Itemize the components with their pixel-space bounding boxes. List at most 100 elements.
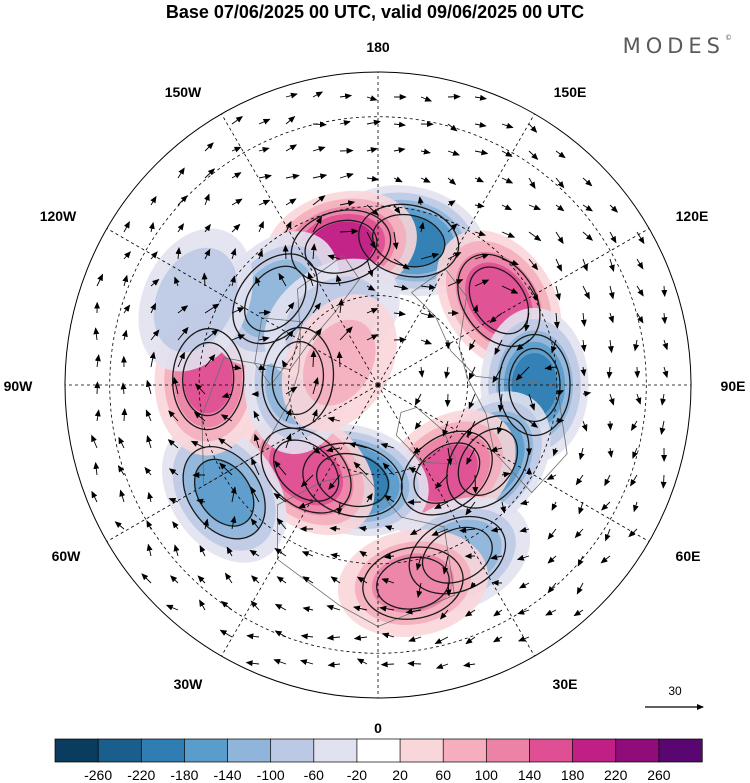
wind-vector — [94, 381, 101, 395]
wind-vector — [393, 121, 406, 128]
wind-vector — [635, 393, 642, 405]
anomaly-contour — [304, 219, 378, 274]
wind-vector — [123, 221, 130, 233]
colorbar-tick-label: 60 — [435, 767, 451, 783]
wind-vector — [258, 173, 272, 180]
wind-vector — [231, 116, 244, 125]
wind-vector — [168, 410, 179, 422]
wind-vector — [528, 231, 542, 242]
lon-label-90w: 90W — [4, 378, 34, 394]
wind-vector — [384, 494, 395, 503]
wind-vector — [172, 376, 179, 395]
wind-vector — [274, 460, 287, 476]
wind-vector — [150, 302, 157, 314]
wind-vector — [117, 464, 125, 476]
wind-vector — [366, 231, 376, 249]
wind-vector — [312, 91, 324, 98]
wind-vector — [405, 608, 422, 615]
wind-vector — [258, 336, 270, 343]
wind-vector — [420, 96, 433, 102]
wind-vector — [497, 420, 503, 435]
wind-vector — [632, 447, 638, 459]
wind-vector — [94, 354, 101, 368]
anomaly-contour — [261, 326, 335, 430]
wind-vector — [148, 221, 155, 233]
wind-vector — [255, 276, 261, 287]
wind-vector — [366, 308, 379, 314]
wind-vector — [121, 408, 128, 422]
anomaly-band — [153, 247, 238, 353]
wind-vector — [231, 198, 243, 206]
wind-vector — [366, 284, 376, 291]
wind-vector — [220, 600, 233, 611]
wind-vector — [393, 310, 406, 317]
wind-vector — [302, 576, 314, 584]
wind-vector — [420, 312, 435, 319]
colorbar-swatch — [54, 738, 99, 763]
lon-label-30w: 30W — [174, 676, 204, 692]
wind-vector — [501, 471, 511, 478]
wind-vector — [380, 661, 395, 668]
colorbar-swatch — [270, 738, 315, 763]
map-disk — [65, 72, 691, 698]
wind-vector — [416, 582, 423, 598]
colorbar: -260 -220 -180 -140 -100 -60 -20 20 60 100 140 180 2… — [54, 738, 703, 783]
wind-vector — [150, 195, 157, 206]
wind-vector — [91, 434, 98, 449]
wind-vector — [251, 457, 260, 476]
wind-vector — [469, 581, 477, 590]
wind-vector — [335, 274, 342, 287]
anomaly-contour — [260, 427, 352, 514]
wind-vector — [175, 247, 182, 260]
wind-vector — [393, 258, 410, 270]
wind-vector — [447, 252, 462, 260]
wind-vector — [169, 575, 179, 584]
wind-vector — [490, 526, 503, 533]
colorbar-tick-label: 20 — [392, 767, 408, 783]
wind-vector — [326, 634, 341, 641]
wind-vector — [285, 220, 292, 233]
anomaly-contour — [273, 439, 340, 502]
wind-vector — [472, 474, 479, 494]
wind-vector — [276, 576, 287, 584]
wind-vector — [408, 467, 422, 476]
meridian-line — [106, 384, 379, 542]
colorbar-tick-label: 140 — [518, 767, 542, 783]
wind-vector — [573, 609, 584, 617]
wind-vector — [122, 274, 129, 287]
wind-vector — [177, 305, 189, 314]
wind-vector — [282, 244, 289, 260]
wind-vector — [199, 599, 206, 611]
wind-vector — [327, 416, 341, 423]
wind-vector — [199, 545, 206, 557]
wind-vector — [203, 518, 209, 530]
wind-vector — [123, 251, 131, 260]
wind-vector — [435, 663, 449, 669]
wind-vector — [245, 660, 260, 667]
wind-vector — [312, 447, 321, 454]
wind-vector — [195, 383, 206, 395]
wind-vector — [528, 393, 536, 411]
wind-vector — [146, 434, 152, 449]
wind-vector — [302, 606, 314, 613]
wind-vector — [393, 284, 409, 291]
lon-label-0: 0 — [374, 720, 382, 736]
wind-vector — [301, 551, 314, 557]
wind-vector — [221, 392, 233, 399]
wind-vector — [420, 148, 431, 155]
wind-vector — [204, 354, 216, 368]
wind-vector — [578, 447, 585, 461]
wind-vector — [353, 605, 368, 612]
anomaly-contour — [446, 415, 530, 509]
wind-vector — [381, 578, 395, 584]
wind-vector — [300, 474, 314, 488]
wind-vector — [606, 366, 613, 379]
wind-vector — [630, 474, 638, 487]
wind-vector — [582, 231, 594, 241]
wind-vector — [501, 285, 519, 294]
wind-vector — [393, 204, 401, 215]
wind-vector — [383, 553, 395, 560]
wind-vector — [472, 304, 479, 314]
wind-vector — [231, 334, 246, 341]
colorbar-tick-label: 100 — [475, 767, 499, 783]
